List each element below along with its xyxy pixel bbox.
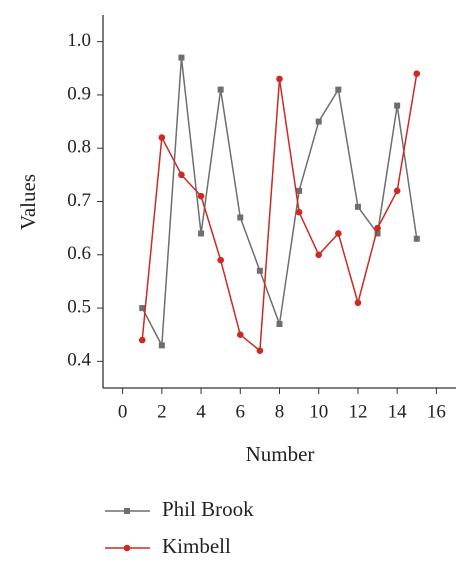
y-tick-label: 0.7 [67, 190, 91, 211]
marker [413, 235, 420, 242]
legend-marker [124, 508, 130, 514]
y-tick-label: 0.5 [67, 296, 91, 317]
y-tick-label: 1.0 [67, 30, 91, 51]
marker [413, 70, 421, 77]
legend-marker [123, 544, 131, 552]
marker [138, 336, 146, 344]
marker [295, 208, 303, 216]
x-tick-label: 12 [348, 401, 367, 422]
marker [393, 187, 401, 195]
marker [296, 187, 303, 194]
marker [335, 230, 342, 237]
marker [178, 171, 185, 179]
marker [374, 224, 381, 232]
legend-label: Kimbell [162, 534, 231, 558]
marker [276, 75, 283, 83]
marker [276, 321, 283, 328]
marker [217, 256, 224, 264]
legend-label: Phil Brook [162, 497, 254, 521]
x-tick-label: 0 [118, 401, 128, 422]
marker [374, 230, 381, 237]
x-axis-label: Number [246, 442, 315, 466]
marker [237, 214, 244, 221]
x-tick-label: 2 [157, 401, 167, 422]
x-tick-label: 4 [196, 401, 206, 422]
marker [315, 251, 323, 259]
marker [178, 54, 185, 61]
marker [158, 134, 166, 141]
y-axis-label: Values [16, 174, 40, 230]
y-tick-label: 0.9 [67, 83, 91, 104]
series-line [141, 57, 418, 349]
x-tick-label: 6 [236, 401, 246, 422]
y-tick-label: 0.8 [67, 137, 91, 158]
x-tick-label: 14 [388, 401, 408, 422]
marker [315, 118, 322, 125]
marker [158, 342, 165, 349]
marker [256, 347, 264, 355]
marker [198, 230, 205, 237]
marker [236, 331, 244, 339]
y-tick-label: 0.4 [67, 350, 91, 371]
marker [217, 86, 224, 93]
marker [335, 86, 342, 93]
marker [354, 299, 362, 307]
marker [139, 305, 146, 312]
x-tick-label: 8 [275, 401, 285, 422]
marker [394, 102, 401, 109]
series-line [141, 73, 418, 353]
y-tick-label: 0.6 [67, 243, 91, 264]
marker [197, 192, 205, 200]
marker [256, 267, 263, 274]
x-tick-label: 10 [309, 401, 328, 422]
marker [354, 203, 361, 210]
x-tick-label: 16 [427, 401, 446, 422]
